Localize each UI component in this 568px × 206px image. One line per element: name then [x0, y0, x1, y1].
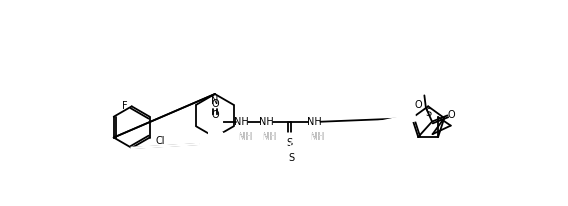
- Text: S: S: [288, 153, 294, 163]
- Text: NH: NH: [262, 132, 277, 142]
- Text: O: O: [415, 100, 422, 110]
- Text: S: S: [425, 108, 431, 117]
- Text: NH: NH: [310, 132, 325, 142]
- Text: NH: NH: [262, 132, 277, 142]
- Text: NH: NH: [237, 132, 252, 142]
- Text: NH: NH: [235, 117, 249, 127]
- Text: NH: NH: [310, 132, 325, 142]
- Text: S: S: [286, 138, 293, 147]
- Text: O: O: [211, 99, 219, 109]
- Text: F: F: [122, 101, 128, 111]
- Text: O: O: [211, 121, 219, 131]
- Text: O: O: [211, 110, 219, 120]
- Text: N: N: [211, 96, 219, 106]
- Text: NH: NH: [307, 117, 321, 127]
- Text: S: S: [288, 142, 294, 152]
- Text: NH: NH: [237, 132, 252, 142]
- Text: O: O: [448, 110, 455, 121]
- Text: Cl: Cl: [156, 136, 165, 146]
- Text: NH: NH: [259, 117, 274, 127]
